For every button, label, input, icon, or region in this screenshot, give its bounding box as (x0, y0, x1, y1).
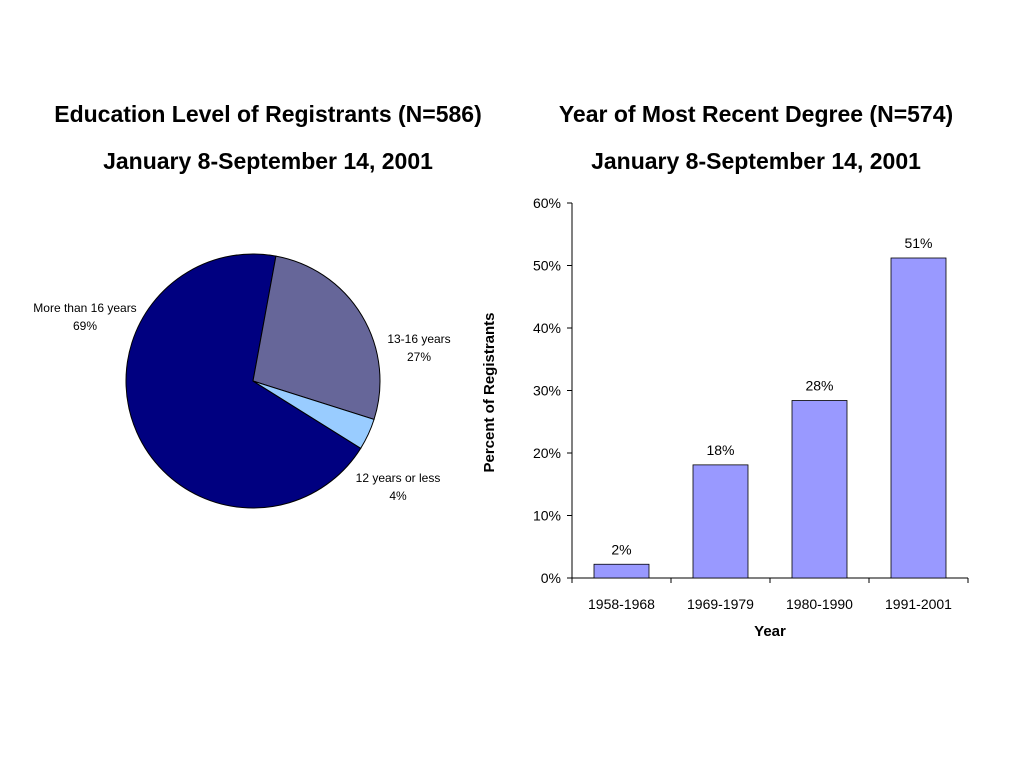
y-tick-label: 50% (533, 258, 561, 274)
y-tick-label: 20% (533, 445, 561, 461)
y-axis-title: Percent of Registrants (481, 312, 498, 472)
bar-chart-title: Year of Most Recent Degree (N=574) (558, 101, 954, 127)
pie-slice-label: 12 years or less (356, 471, 441, 485)
pie-slice (125, 253, 362, 509)
bar-value-label: 28% (805, 378, 833, 394)
y-tick-label: 0% (541, 570, 561, 586)
bar-value-label: 18% (706, 442, 734, 458)
pie-slice (252, 380, 375, 449)
bar (692, 464, 749, 579)
x-tick-label: 1980-1990 (786, 596, 853, 612)
pie-slice-label: 13-16 years (387, 332, 450, 346)
pie-slice-value-label: 4% (389, 489, 407, 503)
pie-chart-subtitle: January 8-September 14, 2001 (103, 148, 433, 174)
pie-slice-value-label: 27% (407, 350, 431, 364)
x-axis-title: Year (754, 623, 786, 640)
pie-slice (252, 255, 381, 421)
pie-slice-label: More than 16 years (33, 301, 136, 315)
pie-chart-title: Education Level of Registrants (N=586) (54, 101, 482, 127)
y-tick-label: 30% (533, 383, 561, 399)
bar-chart-subtitle: January 8-September 14, 2001 (591, 148, 921, 174)
bar (890, 257, 947, 579)
pie-slice-value-label: 69% (73, 319, 97, 333)
bar-value-label: 51% (904, 235, 932, 251)
bar-value-label: 2% (611, 541, 631, 557)
x-tick-label: 1969-1979 (687, 596, 754, 612)
bar (593, 563, 650, 579)
x-tick-label: 1958-1968 (588, 596, 655, 612)
bar (791, 400, 848, 579)
y-tick-label: 60% (533, 195, 561, 211)
x-tick-label: 1991-2001 (885, 596, 952, 612)
y-tick-label: 40% (533, 320, 561, 336)
y-tick-label: 10% (533, 508, 561, 524)
